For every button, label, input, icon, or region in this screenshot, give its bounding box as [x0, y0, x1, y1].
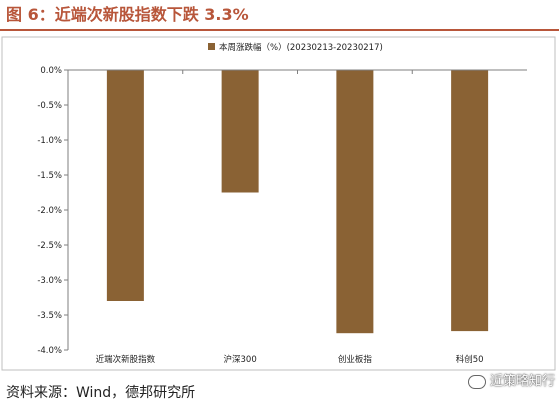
y-tick-label: -2.5%	[37, 241, 62, 251]
bar	[106, 70, 144, 301]
y-tick-label: -1.5%	[37, 171, 62, 181]
watermark: 近策略知行	[467, 371, 555, 393]
y-tick-label: -0.5%	[37, 101, 62, 111]
chart-frame	[1, 36, 556, 371]
x-tick-label: 科创50	[456, 354, 484, 365]
y-tick-label: -3.5%	[37, 311, 62, 321]
y-tick-label: -2.0%	[37, 206, 62, 216]
y-tick-label: -4.0%	[37, 346, 62, 356]
legend-label: 本周涨跌幅（%）(20230213-20230217)	[219, 42, 383, 53]
x-tick-label: 沪深300	[224, 354, 257, 365]
y-tick-label: -3.0%	[37, 276, 62, 286]
y-tick-label: 0.0%	[40, 66, 62, 76]
wechat-icon	[467, 374, 486, 389]
title-divider	[0, 29, 559, 31]
bar	[221, 70, 259, 193]
bar	[451, 70, 489, 332]
x-tick-label: 近端次新股指数	[96, 354, 156, 365]
x-tick-label: 创业板指	[338, 354, 373, 365]
y-tick-label: -1.0%	[37, 136, 62, 146]
source-note: 资料来源：Wind，德邦研究所	[6, 385, 196, 401]
watermark-text: 近策略知行	[489, 374, 555, 389]
figure-title: 图 6：近端次新股指数下跌 3.3%	[6, 5, 249, 24]
bar	[336, 70, 374, 334]
legend-swatch	[208, 43, 215, 50]
